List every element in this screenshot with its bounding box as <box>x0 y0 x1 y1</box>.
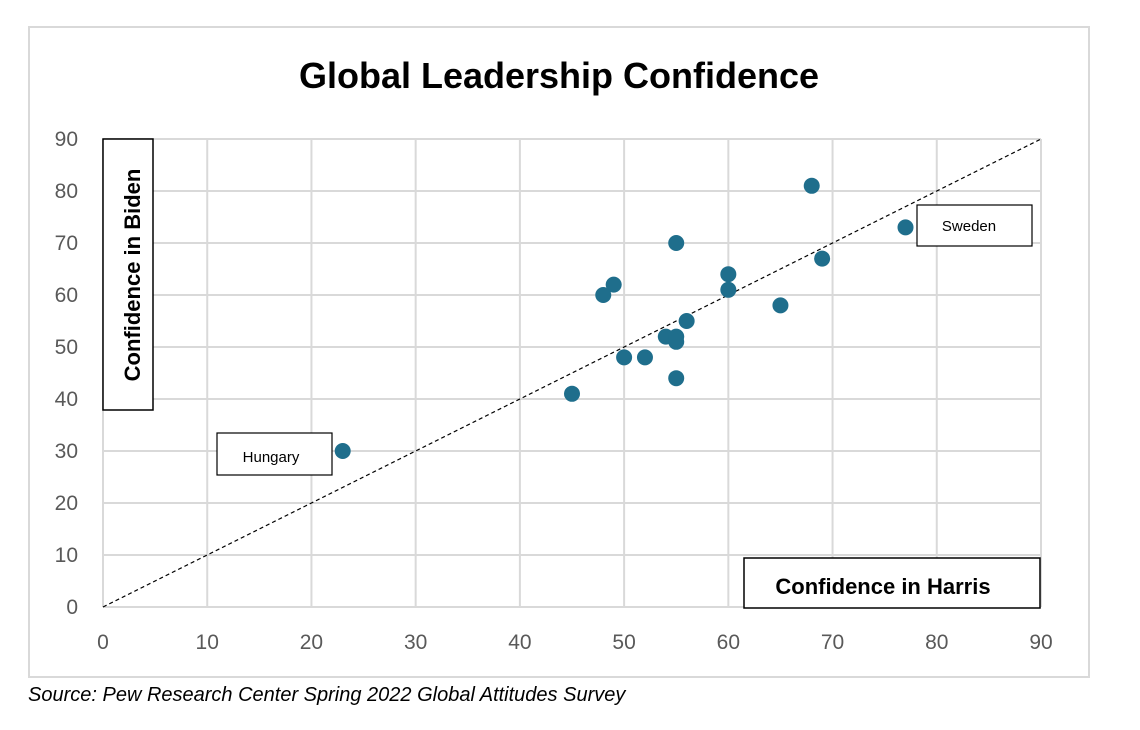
x-axis-label: Confidence in Harris <box>775 574 990 599</box>
y-tick-label: 70 <box>55 232 78 255</box>
x-tick-label: 90 <box>1029 631 1052 654</box>
source-note: Source: Pew Research Center Spring 2022 … <box>28 684 626 706</box>
y-tick-label: 10 <box>55 544 78 567</box>
y-axis-label-box: Confidence in Biden <box>102 138 154 411</box>
y-tick-label: 40 <box>55 388 78 411</box>
chart-title: Global Leadership Confidence <box>299 55 819 96</box>
y-axis-label: Confidence in Biden <box>120 169 145 382</box>
y-tick-label: 90 <box>55 128 78 151</box>
data-point <box>668 333 685 350</box>
tick-labels: 0 10 20 30 40 50 60 70 80 90 0 10 20 30 40 50 60 70 80 90 <box>55 128 1053 654</box>
y-tick-label: 20 <box>55 492 78 515</box>
annotation-sweden: Sweden <box>916 204 1033 247</box>
data-point <box>897 219 914 236</box>
annotation-sweden-label: Sweden <box>942 218 996 235</box>
data-point <box>803 177 820 194</box>
annotation-hungary: Hungary <box>216 432 333 476</box>
gridlines <box>102 138 1042 608</box>
y-tick-label: 30 <box>55 440 78 463</box>
data-point <box>668 370 685 387</box>
y-tick-label: 0 <box>66 596 78 619</box>
data-point <box>564 385 580 402</box>
data-point <box>616 349 633 366</box>
x-tick-label: 80 <box>925 631 948 654</box>
data-point <box>334 443 351 459</box>
data-point <box>678 313 695 329</box>
data-point <box>720 266 737 283</box>
annotation-hungary-label: Hungary <box>243 449 300 466</box>
data-point <box>636 349 653 366</box>
y-tick-label: 80 <box>55 180 78 203</box>
y-tick-label: 60 <box>55 284 78 307</box>
data-point <box>605 276 622 293</box>
data-point <box>814 250 831 267</box>
x-tick-label: 0 <box>97 631 109 654</box>
data-point <box>720 281 737 298</box>
data-point <box>595 287 612 303</box>
x-axis-label-box: Confidence in Harris <box>743 557 1041 609</box>
x-tick-label: 40 <box>508 631 531 654</box>
data-point <box>668 235 685 251</box>
x-tick-label: 50 <box>612 631 635 654</box>
x-tick-label: 30 <box>404 631 427 654</box>
reference-line <box>102 138 1042 608</box>
x-tick-label: 20 <box>300 631 323 654</box>
chart-frame <box>28 26 1090 678</box>
x-tick-label: 10 <box>196 631 219 654</box>
y-tick-label: 50 <box>55 336 78 359</box>
data-point <box>772 297 789 314</box>
data-points <box>334 177 914 459</box>
x-tick-label: 60 <box>717 631 740 654</box>
x-tick-label: 70 <box>821 631 844 654</box>
